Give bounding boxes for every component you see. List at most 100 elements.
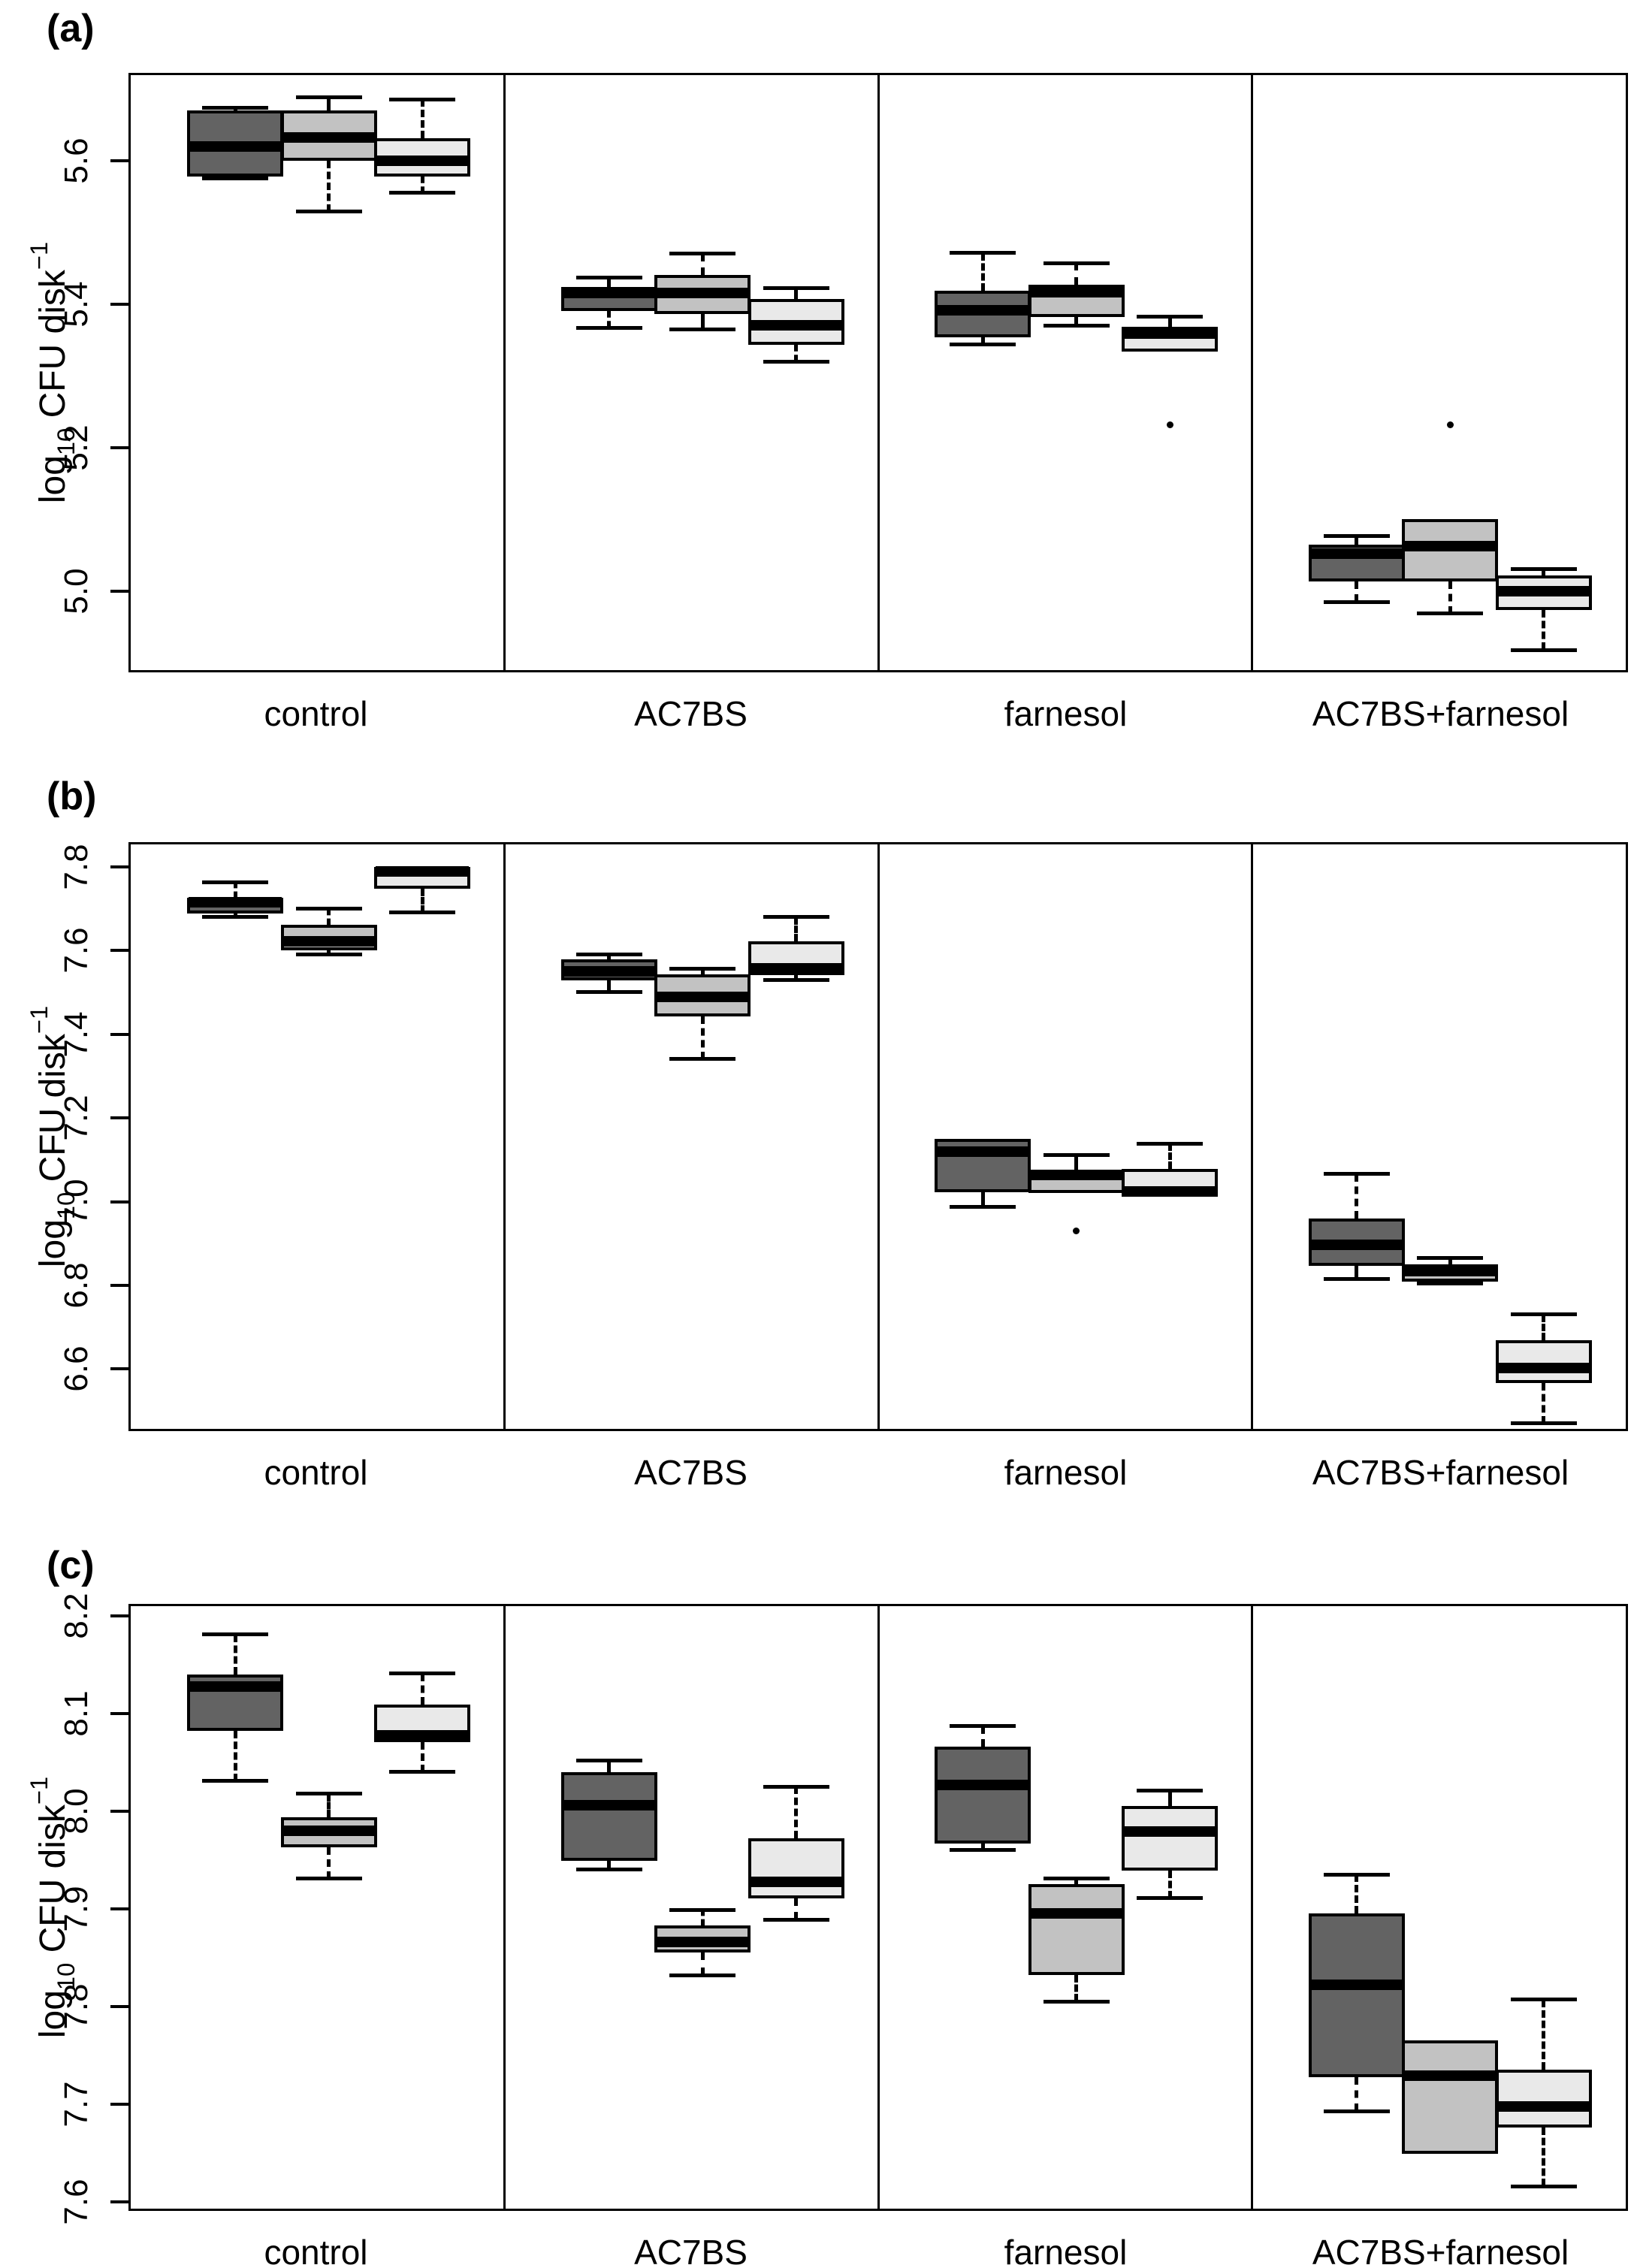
lower-whisker-line bbox=[327, 1847, 331, 1879]
lower-whisker-cap bbox=[295, 1877, 362, 1881]
panel-c-plot-area bbox=[128, 1604, 1628, 2211]
outlier-point bbox=[1073, 1228, 1080, 1235]
group-separator bbox=[1251, 844, 1253, 1429]
lower-whisker-line bbox=[420, 176, 424, 193]
y-axis-tick bbox=[110, 1907, 128, 1910]
box-medium-gray bbox=[1402, 2040, 1499, 2155]
y-axis-tick-label: 7.2 bbox=[58, 1095, 95, 1141]
upper-whisker-cap bbox=[669, 1907, 736, 1912]
median-line bbox=[562, 288, 656, 299]
lower-whisker-cap bbox=[669, 1057, 736, 1062]
upper-whisker-line bbox=[1074, 263, 1079, 285]
upper-whisker-line bbox=[420, 99, 424, 139]
upper-whisker-cap bbox=[669, 252, 736, 256]
y-axis-tick-label: 7.0 bbox=[58, 1179, 95, 1225]
upper-whisker-line bbox=[327, 1793, 331, 1817]
upper-whisker-line bbox=[1355, 1874, 1359, 1914]
y-axis-tick-label: 6.8 bbox=[58, 1262, 95, 1309]
lower-whisker-cap bbox=[1510, 2184, 1577, 2188]
x-category-label: control bbox=[264, 2233, 368, 2268]
upper-whisker-cap bbox=[1043, 261, 1110, 265]
median-line bbox=[1309, 1980, 1403, 1991]
group-separator bbox=[503, 844, 506, 1429]
lower-whisker-cap bbox=[669, 1973, 736, 1977]
upper-whisker-cap bbox=[1137, 1141, 1204, 1146]
median-line bbox=[1497, 1363, 1590, 1374]
x-category-label: AC7BS+farnesol bbox=[1312, 2233, 1569, 2268]
y-axis-tick bbox=[110, 2102, 128, 2106]
upper-whisker-cap bbox=[763, 915, 829, 920]
lower-whisker-cap bbox=[295, 952, 362, 956]
y-axis-tick bbox=[110, 2200, 128, 2203]
panel-letter-b: (b) bbox=[47, 775, 97, 818]
lower-whisker-cap bbox=[1323, 1276, 1390, 1281]
lower-whisker-cap bbox=[1323, 599, 1390, 604]
median-line bbox=[376, 155, 470, 166]
panel-letter-c: (c) bbox=[47, 1544, 95, 1587]
median-line bbox=[189, 897, 282, 908]
y-axis-tick bbox=[110, 445, 128, 449]
lower-whisker-line bbox=[233, 1731, 237, 1781]
x-category-label: farnesol bbox=[1004, 694, 1128, 733]
x-category-label: control bbox=[264, 694, 368, 733]
panel-letter-a: (a) bbox=[47, 7, 95, 50]
upper-whisker-cap bbox=[1323, 1872, 1390, 1877]
y-axis-tick bbox=[110, 1367, 128, 1371]
lower-whisker-cap bbox=[389, 191, 456, 195]
panel-b-plot-area bbox=[128, 842, 1628, 1431]
lower-whisker-line bbox=[1074, 1975, 1079, 2002]
y-axis-title-superscript: −1 bbox=[25, 1005, 53, 1034]
upper-whisker-line bbox=[1542, 1999, 1546, 2070]
lower-whisker-line bbox=[1355, 2076, 1359, 2111]
upper-whisker-line bbox=[607, 277, 612, 287]
y-axis-tick bbox=[110, 302, 128, 306]
median-line bbox=[1309, 1239, 1403, 1250]
upper-whisker-line bbox=[327, 908, 331, 925]
box-dark-gray bbox=[560, 1771, 657, 1862]
upper-whisker-cap bbox=[1323, 533, 1390, 538]
median-line bbox=[376, 866, 470, 877]
x-category-label: AC7BS bbox=[634, 694, 748, 733]
median-line bbox=[1403, 2070, 1497, 2082]
median-line bbox=[1497, 585, 1590, 596]
lower-whisker-line bbox=[794, 345, 799, 362]
upper-whisker-line bbox=[1355, 1173, 1359, 1219]
y-axis-tick bbox=[110, 1614, 128, 1617]
lower-whisker-line bbox=[980, 1192, 985, 1207]
lower-whisker-line bbox=[607, 1861, 612, 1870]
upper-whisker-cap bbox=[295, 907, 362, 911]
upper-whisker-line bbox=[1355, 536, 1359, 545]
upper-whisker-line bbox=[233, 1634, 237, 1675]
median-line bbox=[749, 963, 843, 974]
lower-whisker-cap bbox=[950, 342, 1016, 346]
y-axis-tick bbox=[110, 1809, 128, 1813]
y-axis-tick bbox=[110, 949, 128, 953]
median-line bbox=[1123, 328, 1217, 339]
lower-whisker-cap bbox=[1323, 2109, 1390, 2113]
upper-whisker-cap bbox=[202, 1632, 269, 1637]
lower-whisker-line bbox=[700, 1016, 705, 1059]
lower-whisker-line bbox=[700, 1952, 705, 1976]
y-axis-title-superscript: −1 bbox=[25, 241, 53, 270]
upper-whisker-cap bbox=[389, 1672, 456, 1676]
lower-whisker-cap bbox=[1510, 1421, 1577, 1426]
lower-whisker-line bbox=[233, 913, 237, 917]
lower-whisker-line bbox=[980, 1843, 985, 1850]
outlier-point bbox=[1166, 421, 1173, 428]
upper-whisker-line bbox=[1167, 316, 1172, 328]
y-axis-tick-label: 8.1 bbox=[58, 1690, 95, 1737]
upper-whisker-line bbox=[1448, 1258, 1452, 1265]
x-category-label: AC7BS bbox=[634, 2233, 748, 2268]
box-light-gray bbox=[1495, 2070, 1592, 2128]
median-line bbox=[1029, 1908, 1123, 1919]
lower-whisker-cap bbox=[575, 989, 642, 994]
box-dark-gray bbox=[1308, 1913, 1405, 2077]
lower-whisker-line bbox=[1542, 609, 1546, 651]
lower-whisker-cap bbox=[1510, 648, 1577, 652]
y-axis-title: log10 CFU disk−1 bbox=[17, 1644, 80, 2170]
upper-whisker-line bbox=[794, 288, 799, 300]
y-axis-tick-label: 7.9 bbox=[58, 1886, 95, 1932]
upper-whisker-cap bbox=[763, 286, 829, 291]
lower-whisker-cap bbox=[389, 911, 456, 915]
